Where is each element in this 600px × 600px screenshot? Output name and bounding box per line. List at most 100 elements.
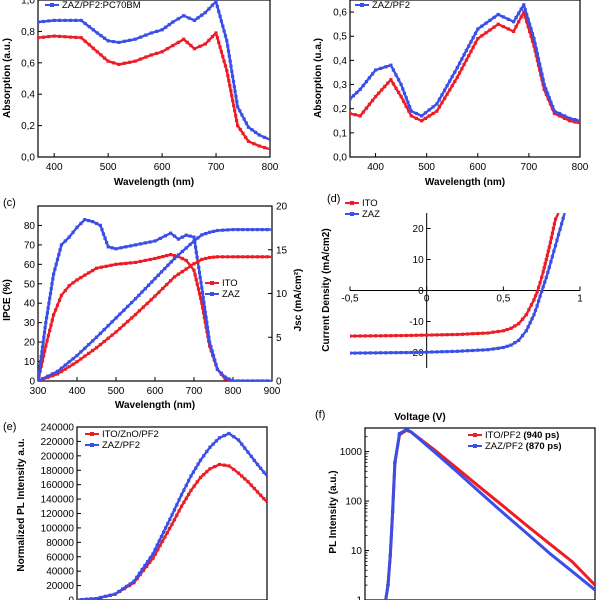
data-marker-b-1-12-0 <box>512 20 516 24</box>
data-marker-b-1-4-3 <box>397 78 401 82</box>
data-marker-c-1-10-1 <box>110 246 114 250</box>
data-marker-e-0-13-1 <box>240 474 244 478</box>
data-marker-a-0-2-1 <box>58 34 62 38</box>
data-marker-d-0-15-0 <box>544 257 548 262</box>
data-marker-b-1-12-3 <box>519 7 523 11</box>
data-marker-d-1-2-3 <box>394 351 398 355</box>
data-marker-e-1-15-0 <box>255 462 260 467</box>
data-marker-a-1-6-1 <box>122 39 126 43</box>
data-marker-d-1-6-1 <box>491 347 495 351</box>
data-marker-c-3-3-3 <box>87 343 91 347</box>
series-line-f-1 <box>384 428 595 600</box>
data-marker-c-0-7-2 <box>104 264 108 268</box>
data-marker-d-0-1-1 <box>353 334 357 338</box>
data-marker-a-0-18-1 <box>263 146 267 150</box>
data-marker-c-3-7-2 <box>159 270 164 274</box>
data-marker-b-1-1-0 <box>350 97 352 101</box>
data-marker-c-0-8-1 <box>119 262 123 266</box>
data-marker-b-0-13-1 <box>523 15 527 19</box>
data-marker-a-0-6-0 <box>117 62 121 66</box>
data-marker-d-0-6-1 <box>491 330 495 334</box>
data-marker-c-1-12-2 <box>143 241 147 245</box>
legend-marker <box>350 201 354 205</box>
data-marker-d-0-6-0 <box>486 331 490 335</box>
series-line-d-0 <box>350 213 560 338</box>
data-marker-e-1-5-7 <box>166 522 170 526</box>
x-tick-label: 500 <box>108 386 125 397</box>
data-marker-b-1-2-3 <box>367 76 371 80</box>
data-marker-d-1-5-1 <box>460 349 464 353</box>
data-marker-c-1-1-9 <box>42 335 46 339</box>
data-marker-a-0-14-3 <box>218 45 222 49</box>
data-marker-c-0-2-2 <box>46 334 50 338</box>
data-marker-b-0-3-4 <box>386 81 390 85</box>
data-marker-c-0-6-0 <box>75 278 79 282</box>
data-marker-e-1-15-1 <box>259 466 263 470</box>
data-marker-d-1-3-2 <box>420 350 424 354</box>
data-marker-a-0-3-2 <box>87 43 91 47</box>
data-marker-d-1-10-2 <box>528 321 532 325</box>
data-marker-a-0-15-2 <box>227 79 231 83</box>
data-marker-a-1-15-0 <box>225 39 229 43</box>
data-marker-e-0-14-2 <box>252 486 256 491</box>
data-marker-b-1-2-2 <box>364 80 368 84</box>
data-marker-d-0-3-1 <box>414 333 418 337</box>
data-marker-e-0-6-1 <box>172 518 176 522</box>
series-markers-c-2 <box>38 255 269 381</box>
data-marker-d-0-16-0 <box>547 245 551 249</box>
data-marker-e-1-8-3 <box>196 462 200 466</box>
data-marker-c-3-2-4 <box>71 357 75 361</box>
y-tick-label: 100000 <box>41 523 75 534</box>
data-marker-d-1-4-3 <box>440 350 444 354</box>
data-marker-d-1-12-0 <box>535 304 539 308</box>
data-marker-c-2-4-3 <box>106 336 110 340</box>
data-marker-a-1-5-1 <box>111 40 116 44</box>
data-marker-e-0-7-0 <box>179 504 184 508</box>
data-marker-a-1-7-1 <box>138 35 143 39</box>
data-marker-d-1-2-2 <box>389 351 393 355</box>
x-tick-label: 500 <box>100 162 117 173</box>
data-marker-a-0-15-7 <box>232 104 236 108</box>
data-marker-e-1-7-3 <box>187 479 191 483</box>
data-marker-d-0-13-1 <box>540 275 544 279</box>
legend-marker <box>210 292 214 296</box>
data-marker-d-0-6-2 <box>496 329 500 334</box>
data-marker-c-1-21-1 <box>227 377 231 381</box>
data-marker-c-1-3-2 <box>54 262 58 266</box>
data-marker-c-1-16-1 <box>188 234 192 238</box>
x-tick-label: 700 <box>186 386 203 397</box>
data-marker-b-1-3-1 <box>379 66 383 70</box>
data-marker-c-3-5-3 <box>126 304 130 308</box>
data-marker-e-0-7-1 <box>182 500 186 504</box>
data-marker-c-0-16-0 <box>200 301 204 305</box>
data-marker-c-1-1-5 <box>39 355 43 359</box>
data-marker-b-1-9-8 <box>473 31 478 35</box>
series-markers-a-0 <box>38 31 267 150</box>
data-marker-c-3-1-1 <box>41 377 45 381</box>
x-tick-label: 900 <box>264 386 281 397</box>
data-marker-b-1-5-3 <box>404 96 408 100</box>
data-marker-a-0-18-0 <box>257 144 261 148</box>
data-marker-c-3-14-1 <box>255 228 259 232</box>
plot-frame-b <box>349 0 581 158</box>
data-marker-a-1-16-1 <box>238 109 242 113</box>
data-marker-d-1-17-1 <box>552 249 556 253</box>
x-axis-label: Wavelength (nm) <box>425 177 505 188</box>
data-marker-b-1-8-0 <box>435 102 439 106</box>
data-marker-c-3-6-3 <box>143 287 147 291</box>
data-marker-d-0-1-3 <box>363 334 367 338</box>
y-tick-label: 0,8 <box>21 27 35 38</box>
data-marker-d-1-1-0 <box>350 351 352 355</box>
data-marker-d-1-5-3 <box>471 348 475 353</box>
data-marker-b-0-10-4 <box>492 25 496 29</box>
data-marker-f-1-1 <box>386 583 390 587</box>
data-marker-e-0-12-0 <box>227 464 231 468</box>
data-marker-d-1-9-0 <box>517 338 521 342</box>
y-tick-label: 40000 <box>46 567 74 578</box>
data-marker-a-0-15-6 <box>231 99 235 103</box>
data-marker-d-0-10-1 <box>527 308 531 312</box>
data-marker-c-0-15-1 <box>193 273 197 277</box>
data-marker-c-3-4-3 <box>106 324 110 328</box>
data-marker-d-0-8-0 <box>509 326 513 330</box>
data-marker-c-2-8-1 <box>176 272 180 276</box>
